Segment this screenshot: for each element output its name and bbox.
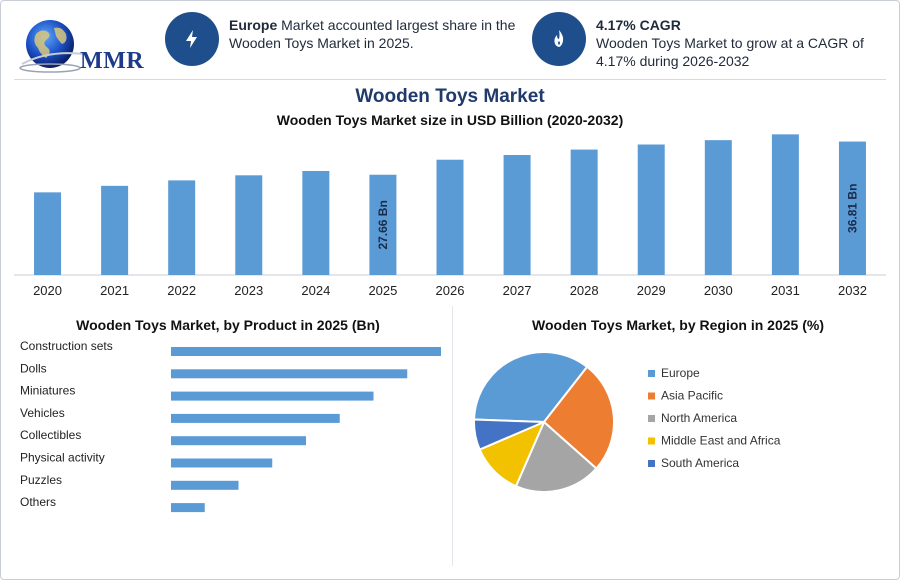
legend-swatch bbox=[648, 370, 655, 377]
product-bar-chart: Construction sets Dolls Miniatures Vehicles… bbox=[20, 339, 441, 513]
market-size-bar-chart: 2020 2021 2022 2023 2024 2025 27.66 Bn 2026 2027… bbox=[14, 134, 886, 298]
legend-label: Europe bbox=[661, 366, 700, 380]
lightning-icon bbox=[186, 30, 197, 48]
bar-2024 bbox=[302, 170, 330, 275]
product-bar-physical-activity bbox=[171, 458, 273, 468]
globe-icon bbox=[19, 20, 85, 73]
legend-label: North America bbox=[661, 411, 737, 425]
product-bar-dolls bbox=[171, 369, 408, 379]
pie-slice-europe bbox=[473, 351, 589, 424]
bar-data-label: 36.81 Bn bbox=[845, 184, 859, 233]
product-bar-puzzles bbox=[171, 480, 239, 490]
highlight-body: Market accounted largest share in the Wo… bbox=[229, 17, 516, 51]
highlight-cagr: 4.17% CAGR Wooden Toys Market to grow at… bbox=[532, 12, 882, 70]
mmr-logo: MMR bbox=[18, 14, 144, 78]
pie-slice-asia-pacific bbox=[542, 365, 615, 470]
bar-2027 bbox=[503, 155, 531, 275]
highlight-bold: 4.17% CAGR bbox=[596, 17, 681, 33]
header-divider bbox=[14, 79, 886, 80]
section-divider bbox=[452, 306, 453, 566]
bar-2029 bbox=[637, 144, 665, 275]
x-tick-label: 2032 bbox=[838, 283, 867, 298]
x-tick-label: 2025 bbox=[368, 283, 397, 298]
product-label: Miniatures bbox=[20, 384, 75, 398]
legend-swatch bbox=[648, 415, 655, 422]
x-tick-label: 2023 bbox=[234, 283, 263, 298]
x-tick-label: 2022 bbox=[167, 283, 196, 298]
x-tick-label: 2031 bbox=[771, 283, 800, 298]
bar-chart-title: Wooden Toys Market size in USD Billion (… bbox=[276, 112, 624, 128]
main-title: Wooden Toys Market bbox=[355, 86, 545, 107]
legend-swatch bbox=[648, 437, 655, 445]
product-label: Physical activity bbox=[20, 451, 105, 465]
product-bar-construction-sets bbox=[171, 347, 441, 356]
bar-2030 bbox=[704, 140, 732, 275]
product-label: Others bbox=[20, 495, 56, 509]
region-pie-chart: Europe Asia Pacific North America Middle Ea… bbox=[473, 351, 781, 493]
legend-label: South America bbox=[661, 456, 739, 470]
highlight-europe: Europe Market accounted largest share in… bbox=[165, 12, 525, 70]
product-bar-vehicles bbox=[171, 413, 340, 423]
highlight-body: Wooden Toys Market to grow at a CAGR of … bbox=[596, 35, 864, 69]
bar-2023 bbox=[235, 175, 263, 275]
logo-text: MMR bbox=[80, 48, 145, 74]
product-label: Dolls bbox=[20, 361, 47, 375]
bar-2026 bbox=[436, 159, 464, 275]
legend-swatch bbox=[648, 460, 655, 467]
highlight-icon-circle bbox=[165, 12, 219, 66]
highlight-text: Europe Market accounted largest share in… bbox=[229, 16, 525, 52]
product-bar-miniatures bbox=[171, 391, 374, 401]
x-tick-label: 2021 bbox=[100, 283, 129, 298]
x-tick-label: 2029 bbox=[637, 283, 666, 298]
bar-2025 bbox=[369, 174, 397, 275]
legend-swatch bbox=[648, 392, 655, 400]
highlight-text: 4.17% CAGR Wooden Toys Market to grow at… bbox=[596, 16, 882, 70]
x-tick-label: 2020 bbox=[33, 283, 62, 298]
legend-label: Asia Pacific bbox=[661, 389, 723, 403]
product-bar-others bbox=[171, 503, 205, 513]
product-chart-title: Wooden Toys Market, by Product in 2025 (… bbox=[76, 317, 380, 333]
product-bar-collectibles bbox=[171, 436, 306, 446]
region-chart-title: Wooden Toys Market, by Region in 2025 (%… bbox=[532, 317, 824, 333]
bar-2032 bbox=[838, 141, 866, 275]
bar-2031 bbox=[771, 134, 799, 275]
product-label: Vehicles bbox=[20, 406, 65, 420]
bar-2020 bbox=[34, 192, 62, 275]
bar-2028 bbox=[570, 149, 598, 275]
product-label: Collectibles bbox=[20, 428, 81, 442]
bar-data-label: 27.66 Bn bbox=[376, 200, 390, 249]
pie-slice-south-america bbox=[473, 418, 545, 451]
bar-2022 bbox=[168, 180, 196, 275]
growth-flame-icon bbox=[554, 30, 564, 47]
x-tick-label: 2024 bbox=[301, 283, 330, 298]
legend-label: Middle East and Africa bbox=[661, 434, 781, 448]
highlight-bold: Europe bbox=[229, 17, 278, 33]
highlight-icon-circle bbox=[532, 12, 586, 66]
x-tick-label: 2030 bbox=[704, 283, 733, 298]
x-tick-label: 2027 bbox=[503, 283, 532, 298]
product-label: Construction sets bbox=[20, 339, 113, 353]
bar-2021 bbox=[101, 185, 129, 275]
x-tick-label: 2028 bbox=[570, 283, 599, 298]
pie-slice-north-america bbox=[514, 420, 598, 493]
x-tick-label: 2026 bbox=[436, 283, 465, 298]
product-label: Puzzles bbox=[20, 473, 62, 487]
